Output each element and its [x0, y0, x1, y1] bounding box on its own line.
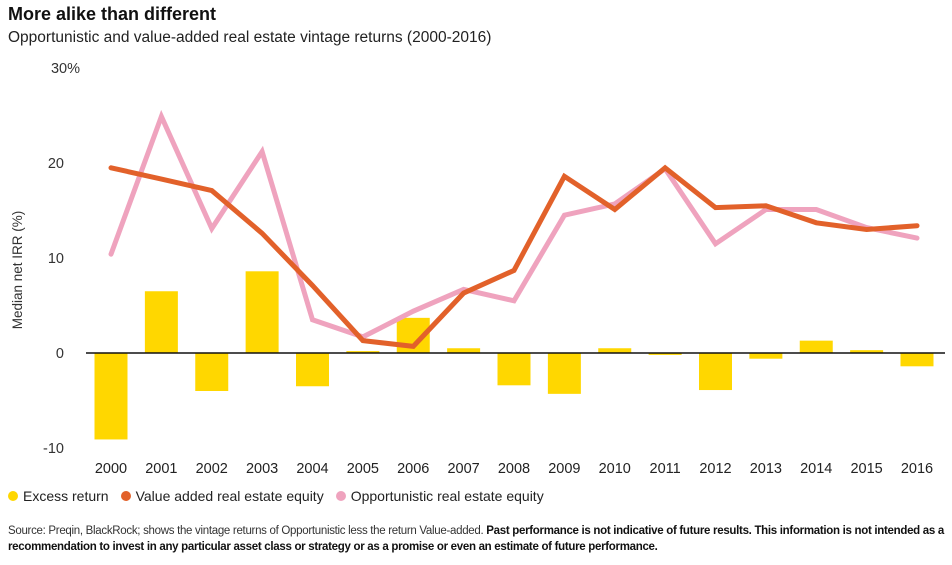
- excess-return-bar: [346, 351, 380, 353]
- x-tick-label: 2016: [901, 461, 933, 477]
- legend: Excess return Value added real estate eq…: [8, 488, 550, 504]
- excess-return-bar: [749, 353, 783, 359]
- disclaimer-text: Past performance is not indicative of fu…: [8, 525, 944, 553]
- excess-return-bar: [195, 353, 229, 391]
- x-axis-ticks: 2000 2001 2002 2003 2004 2005 2006 2007 2008 2009…: [95, 461, 933, 477]
- y-tick-label: -10: [43, 441, 64, 457]
- excess-return-bar: [497, 353, 531, 386]
- x-tick-label: 2002: [196, 461, 228, 477]
- excess-return-bar: [699, 353, 732, 391]
- excess-return-bar: [900, 353, 934, 367]
- x-tick-label: 2015: [850, 461, 882, 477]
- legend-item-excess-return: Excess return: [8, 488, 109, 504]
- excess-return-bar: [799, 340, 833, 353]
- x-tick-label: 2014: [800, 461, 832, 477]
- chart-title: More alike than different: [8, 4, 217, 24]
- opportunistic-swatch-icon: [335, 491, 346, 501]
- x-tick-label: 2005: [347, 461, 379, 477]
- legend-item-value-added: Value added real estate equity: [120, 488, 324, 504]
- excess-return-bar: [296, 353, 329, 387]
- x-tick-label: 2010: [599, 461, 631, 477]
- x-tick-label: 2001: [145, 461, 177, 477]
- excess-return-bars: [94, 271, 934, 440]
- excess-return-bar: [447, 348, 481, 353]
- opportunistic-line: [108, 109, 920, 340]
- x-tick-label: 2007: [447, 461, 479, 477]
- y-tick-label: 20: [48, 156, 64, 172]
- x-tick-label: 2003: [246, 461, 278, 477]
- x-tick-label: 2000: [95, 461, 127, 477]
- x-tick-label: 2008: [498, 461, 530, 477]
- excess-return-bar: [245, 271, 279, 353]
- legend-label: Value added real estate equity: [135, 488, 324, 504]
- source-text: Source: Preqin, BlackRock; shows the vin…: [8, 525, 484, 537]
- value-added-swatch-icon: [120, 491, 131, 501]
- excess-return-bar: [94, 353, 128, 440]
- y-axis-ticks: -10 0 10 20 30%: [43, 61, 80, 457]
- value-added-line: [108, 164, 920, 350]
- y-tick-label: 10: [48, 251, 64, 267]
- excess-return-swatch-icon: [8, 491, 18, 501]
- chart-subtitle: Opportunistic and value-added real estat…: [8, 29, 492, 46]
- x-tick-label: 2012: [699, 461, 731, 477]
- excess-return-bar: [850, 350, 884, 353]
- y-axis-label: Median net IRR (%): [10, 211, 25, 330]
- x-tick-label: 2011: [650, 461, 681, 477]
- excess-return-bar: [144, 291, 178, 353]
- legend-label: Opportunistic real estate equity: [350, 488, 544, 504]
- x-tick-label: 2009: [548, 461, 580, 477]
- x-tick-label: 2013: [750, 461, 782, 477]
- excess-return-bar: [648, 353, 682, 355]
- y-tick-label: 0: [56, 346, 64, 362]
- y-tick-label: 30%: [51, 61, 80, 77]
- source-note: Source: Preqin, BlackRock; shows the vin…: [8, 523, 948, 555]
- excess-return-bar: [547, 353, 581, 394]
- x-tick-label: 2006: [397, 461, 429, 477]
- excess-return-bar: [598, 348, 632, 353]
- legend-item-opportunistic: Opportunistic real estate equity: [335, 488, 544, 504]
- legend-label: Excess return: [23, 488, 109, 504]
- x-tick-label: 2004: [296, 461, 328, 477]
